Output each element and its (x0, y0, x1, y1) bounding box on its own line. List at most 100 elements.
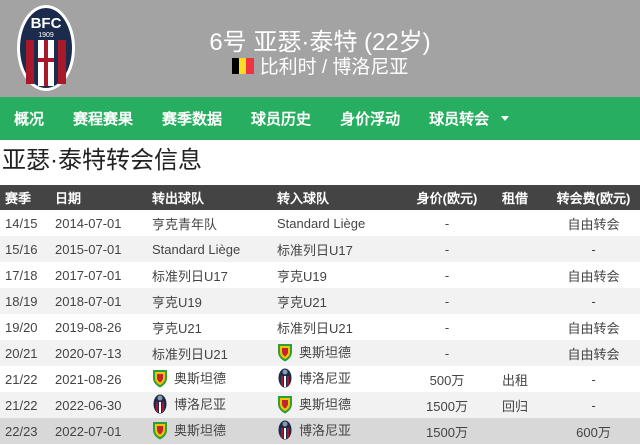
cell-from: 标准列日U21 (152, 340, 277, 366)
team-link[interactable]: 奥斯坦德 (299, 345, 352, 360)
cell-value: - (407, 236, 487, 262)
cell-text: 自由转会 (567, 268, 620, 284)
cell-text: 2018-07-01 (55, 293, 122, 309)
nav-item[interactable]: 球员历史 (251, 108, 311, 129)
cell-season: 21/22 (0, 392, 55, 418)
cell-from: 标准列日U17 (152, 262, 277, 288)
cell-text: 17/18 (5, 267, 38, 283)
team-link[interactable]: Standard Liège (152, 241, 241, 257)
cell-value: - (407, 210, 487, 236)
cell-loan (487, 340, 547, 366)
cell-date: 2022-07-01 (55, 418, 152, 444)
cell-to: 亨克U19 (277, 262, 407, 288)
nav-item[interactable]: 赛季数据 (162, 108, 222, 129)
team-link[interactable]: 标准列日U17 (277, 242, 353, 258)
club-logo: BFC 1909 (17, 5, 75, 91)
cell-text: 2017-07-01 (55, 267, 122, 283)
nav-item[interactable]: 概况 (14, 108, 44, 129)
team-link[interactable]: 博洛尼亚 (299, 423, 352, 438)
cell-loan (487, 262, 547, 288)
cell-loan (487, 418, 547, 444)
cell-text: 20/21 (5, 345, 38, 361)
cell-date: 2015-07-01 (55, 236, 152, 262)
nav-item-label: 球员转会 (429, 111, 490, 128)
team-link[interactable]: 亨克U21 (277, 294, 327, 310)
column-header: 转会费(欧元) (547, 185, 640, 210)
team-link[interactable]: Standard Liège (277, 215, 366, 231)
cell-text: 600万 (576, 424, 611, 440)
cell-to: Standard Liège (277, 210, 407, 236)
cell-date: 2020-07-13 (55, 340, 152, 366)
cell-season: 17/18 (0, 262, 55, 288)
team-link[interactable]: 亨克青年队 (152, 216, 218, 232)
bologna-badge-icon (278, 368, 292, 387)
cell-loan (487, 288, 547, 314)
player-header: BFC 1909 6号 亚瑟·泰特 (22岁) 比利时 / 博洛尼亚 (0, 0, 640, 97)
team-link[interactable]: 博洛尼亚 (299, 371, 352, 386)
cell-date: 2022-06-30 (55, 392, 152, 418)
column-header: 租借 (487, 185, 547, 210)
cell-text: 自由转会 (567, 346, 620, 362)
cell-text: - (591, 371, 596, 387)
cell-to: 奥斯坦德 (277, 340, 407, 366)
cell-text: - (591, 293, 596, 309)
cell-date: 2018-07-01 (55, 288, 152, 314)
belgium-flag-icon (231, 57, 254, 74)
team-link[interactable]: 标准列日U17 (152, 268, 228, 284)
cell-text: - (444, 267, 450, 283)
cell-to: 奥斯坦德 (277, 392, 407, 418)
cell-season: 14/15 (0, 210, 55, 236)
team-link[interactable]: 亨克U19 (277, 268, 327, 284)
team-link[interactable]: 亨克U19 (152, 294, 202, 310)
cell-text: 18/19 (5, 293, 38, 309)
team-link[interactable]: 奥斯坦德 (299, 397, 352, 412)
bologna-badge-icon (153, 394, 167, 413)
nav-item[interactable]: 身价浮动 (340, 108, 400, 129)
cell-fee: 600万 (547, 418, 640, 444)
cell-loan (487, 236, 547, 262)
team-link[interactable]: 奥斯坦德 (174, 371, 227, 386)
cell-text: 2019-08-26 (55, 319, 122, 335)
player-name: 6号 亚瑟·泰特 (22岁) (209, 29, 431, 56)
cell-date: 2017-07-01 (55, 262, 152, 288)
table-row: 21/22 2021-08-26 奥斯坦德 博洛尼亚 500万 出租 - (0, 366, 640, 392)
cell-season: 19/20 (0, 314, 55, 340)
cell-text: - (444, 241, 450, 257)
nav-item-label: 赛程赛果 (73, 111, 134, 128)
cell-value: - (407, 340, 487, 366)
cell-text: 21/22 (5, 371, 38, 387)
cell-text: 自由转会 (567, 216, 620, 232)
column-header: 转入球队 (277, 185, 407, 210)
table-row: 21/22 2022-06-30 博洛尼亚 奥斯坦德 1500万 回归 - (0, 392, 640, 418)
cell-text: 15/16 (5, 241, 38, 257)
caret-down-icon (501, 116, 510, 121)
table-row: 15/16 2015-07-01 Standard Liège 标准列日U17 - - (0, 236, 640, 262)
nav-item[interactable]: 球员转会 (429, 108, 510, 129)
cell-text: - (444, 319, 450, 335)
cell-fee: 自由转会 (547, 210, 640, 236)
table-row: 22/23 2022-07-01 奥斯坦德 博洛尼亚 1500万 600万 (0, 418, 640, 444)
team-link[interactable]: 标准列日U21 (152, 346, 228, 362)
table-row: 18/19 2018-07-01 亨克U19 亨克U21 - - (0, 288, 640, 314)
cell-from: Standard Liège (152, 236, 277, 262)
ostend-badge-icon (278, 343, 292, 361)
cell-text: 1500万 (426, 424, 468, 440)
team-link[interactable]: 博洛尼亚 (174, 397, 227, 412)
cell-from: 博洛尼亚 (152, 392, 277, 418)
cell-from: 亨克U19 (152, 288, 277, 314)
team-link[interactable]: 亨克U21 (152, 320, 202, 336)
team-link[interactable]: 奥斯坦德 (174, 423, 227, 438)
cell-text: - (444, 293, 450, 309)
cell-text: - (444, 215, 450, 231)
nav-item-label: 身价浮动 (340, 111, 401, 128)
table-row: 19/20 2019-08-26 亨克U21 标准列日U21 - 自由转会 (0, 314, 640, 340)
cell-value: 500万 (407, 366, 487, 392)
team-link[interactable]: 标准列日U21 (277, 320, 353, 336)
cell-text: 2014-07-01 (55, 215, 122, 231)
ostend-badge-icon (153, 421, 167, 439)
nav-item[interactable]: 赛程赛果 (73, 108, 133, 129)
cell-season: 21/22 (0, 366, 55, 392)
nav-item-label: 球员历史 (251, 111, 312, 128)
cell-text: 19/20 (5, 319, 38, 335)
cell-to: 标准列日U21 (277, 314, 407, 340)
